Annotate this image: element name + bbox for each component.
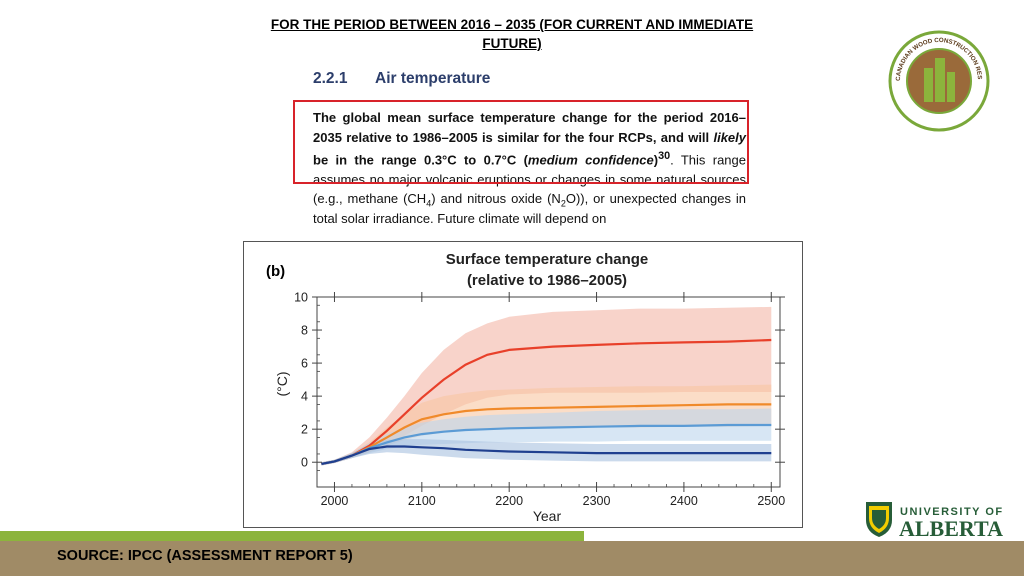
footer-bar [0,541,1024,576]
chart-title: Surface temperature change [446,251,649,268]
excerpt-sub-n2o: 2 [560,198,566,209]
ua-line1: UNIVERSITY OF [900,506,1004,518]
source-citation: SOURCE: IPCC (ASSESSMENT REPORT 5) [57,548,353,564]
y-axis-label: (°C) [274,371,290,396]
excerpt-text-3: O)), or unexpected changes in total sola… [313,191,747,226]
excerpt-medium-confidence: medium confidence [527,152,654,168]
excerpt-text-2: ) and nitrous oxide (N [431,191,561,207]
chart-subtitle: (relative to 1986–2005) [467,272,627,289]
x-axis-label: Year [533,508,562,524]
y-tick-label: 4 [301,390,308,404]
y-tick-label: 6 [301,357,308,371]
y-tick-label: 2 [301,423,308,437]
x-tick-label: 2200 [495,494,523,508]
section-title: Air temperature [375,70,491,87]
plot-area: 0 2 4 6 8 10 2000 2100 2200 2300 2400 2500 [294,291,785,509]
x-tick-label: 2000 [321,494,349,508]
highlight-box [293,100,749,184]
y-tick-label: 8 [301,324,308,338]
section-heading: 2.2.1 Air temperature [313,70,490,88]
excerpt-bold-3: ) [653,152,659,168]
excerpt-sub-ch4: 4 [426,198,432,209]
excerpt-bold-1: The global mean surface temperature chan… [313,110,746,145]
y-tick-label: 10 [294,291,308,305]
panel-label: (b) [266,263,285,280]
chart-frame: (b) Surface temperature change (relative… [243,241,803,528]
excerpt-bold-2: be in the range 0.3°C to 0.7°C ( [313,152,528,168]
university-of-alberta-logo: UNIVERSITY OF ALBERTA [866,502,1004,540]
temperature-chart: (b) Surface temperature change (relative… [266,251,785,524]
x-tick-label: 2300 [583,494,611,508]
series-0-range-band [321,306,772,466]
x-tick-label: 2100 [408,494,436,508]
series-2-range-band [321,408,772,466]
section-number: 2.2.1 [313,70,348,87]
footer-accent-bar [0,531,584,541]
ua-line2: ALBERTA [899,516,1003,540]
series-3-line [321,445,772,465]
cwc-logo: CANADIAN WOOD CONSTRUCTION RESEARCH NETW… [886,28,990,132]
slide-title: FOR THE PERIOD BETWEEN 2016 – 2035 (FOR … [270,17,754,51]
x-tick-label: 2500 [757,494,785,508]
excerpt-likely: likely [713,129,746,145]
x-tick-label: 2400 [670,494,698,508]
excerpt-footnote: 30 [658,150,671,162]
plot-frame [316,296,781,488]
y-tick-label: 0 [301,456,308,470]
